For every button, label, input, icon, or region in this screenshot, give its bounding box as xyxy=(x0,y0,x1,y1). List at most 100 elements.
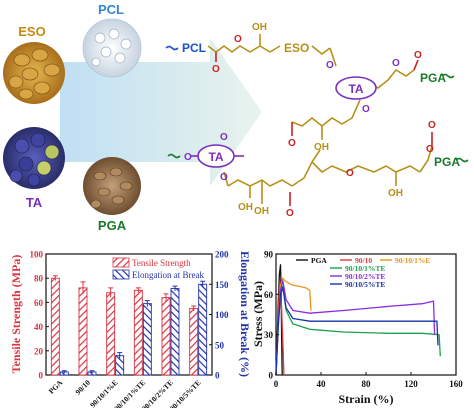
line-y-tick-label: 30 xyxy=(264,330,274,340)
bar-right-tick-label: 150 xyxy=(215,280,229,290)
line-chart: 0 40 80 120 160 0 30 60 90 PGA 90/10 90/10/1%E 90/… xyxy=(251,250,463,407)
line-x-tick-label: 80 xyxy=(362,379,372,389)
oh-label: OH xyxy=(252,22,267,33)
line-y-tick-label: 60 xyxy=(264,290,274,300)
pcl-pellets xyxy=(91,28,132,67)
bar-category-labels: PGA 90/1090/10/1%E90/10/1%TE90/10/2%TE90/… xyxy=(47,378,203,408)
bar-tensile-1 xyxy=(78,287,88,376)
struct-pga-top-label: PGA xyxy=(420,71,446,85)
line-xlabel: Strain (%) xyxy=(339,392,394,406)
o-label: O xyxy=(220,132,228,143)
o-label: O xyxy=(212,64,220,75)
bar-tensile-2 xyxy=(106,292,116,376)
error-bar-elongation-0 xyxy=(61,370,67,374)
bar-left-tick-label: 60 xyxy=(34,298,44,308)
bar-right-tick-label: 0 xyxy=(215,371,220,381)
curve-4 xyxy=(275,280,436,376)
line-x-tick-label: 40 xyxy=(317,379,327,389)
error-bar-elongation-4 xyxy=(172,285,178,291)
struct-pcl-label: PCL xyxy=(182,41,206,55)
o-label: O xyxy=(392,58,400,69)
struct-eso-label: ESO xyxy=(284,41,309,55)
legend-label: PGA xyxy=(311,256,327,265)
line-x-tick-label: 120 xyxy=(404,379,418,389)
ta-node-mid-label: TA xyxy=(208,150,223,164)
line-legend: PGA 90/10 90/10/1%E 90/10/1%TE90/10/2%TE90/… xyxy=(296,256,430,289)
line-y-ticks: 0 30 60 90 xyxy=(264,250,279,381)
curve-3 xyxy=(275,285,441,376)
bar-tensile-3 xyxy=(133,289,143,376)
ta-berries xyxy=(9,132,60,187)
legend-label: 90/10 xyxy=(355,256,372,265)
o-label: O xyxy=(414,50,422,61)
line-y-tick-label: 0 xyxy=(269,371,274,381)
ta-node-mid: TA xyxy=(197,144,235,168)
o-label: O xyxy=(288,138,296,149)
error-bar-elongation-1 xyxy=(89,370,95,374)
legend-label: 90/10/1%E xyxy=(395,256,430,265)
line-marks xyxy=(275,264,441,376)
o-label: O xyxy=(346,168,354,179)
bar-tensile-4 xyxy=(161,297,171,376)
bar-left-tick-label: 80 xyxy=(34,274,44,284)
bar-elongation-4 xyxy=(170,288,180,376)
bar-tensile-0 xyxy=(50,277,60,376)
o-label: O xyxy=(220,172,228,183)
line-x-tick-label: 160 xyxy=(449,379,463,389)
o-label: O xyxy=(362,104,370,115)
error-bar-tensile-3 xyxy=(135,287,141,293)
bar-left-tick-label: 100 xyxy=(30,250,44,260)
legend-label: 90/10/2%TE xyxy=(345,272,385,281)
error-bar-tensile-1 xyxy=(80,281,86,294)
o-label: O xyxy=(234,34,242,45)
ta-node-top-label: TA xyxy=(348,82,363,96)
error-bar-tensile-2 xyxy=(108,287,114,298)
bar-legend: Tensile Strength Elongation at Break xyxy=(112,257,204,280)
oh-label: OH xyxy=(238,202,253,213)
synthesis-scheme: ESO PCL TA PGA xyxy=(3,2,469,233)
bar-category-label: PGA xyxy=(47,378,65,396)
struct-pga-bottom-label: PGA xyxy=(434,155,460,169)
oh-label: OH xyxy=(254,206,269,217)
pcl-photo xyxy=(82,18,142,78)
bar-left-tick-label: 40 xyxy=(34,322,44,332)
error-bar-tensile-4 xyxy=(163,293,169,302)
eso-label: ESO xyxy=(18,24,45,39)
legend-label-tensile: Tensile Strength xyxy=(132,258,191,268)
bar-elongation-3 xyxy=(142,303,152,376)
line-y-tick-label: 90 xyxy=(264,250,274,260)
o-label: O xyxy=(428,120,436,131)
bar-marks xyxy=(50,275,208,376)
line-x-tick-label: 0 xyxy=(274,379,279,389)
bar-y2label: Elongation at Break (%) xyxy=(238,251,252,377)
legend-label: 90/10/5%TE xyxy=(345,280,385,289)
bar-left-ticks: 0 20 40 60 80 100 xyxy=(30,250,49,381)
pga-label: PGA xyxy=(98,218,127,233)
pga-granules xyxy=(90,167,133,209)
bar-category-label: 90/10 xyxy=(73,378,92,397)
error-bar-elongation-5 xyxy=(200,280,206,288)
legend-label-elongation: Elongation at Break xyxy=(132,270,204,280)
line-ylabel: Stress (MPa) xyxy=(251,281,265,347)
oh-label: OH xyxy=(388,188,403,199)
o-labels: O O O O O O O O O O O O O O xyxy=(184,34,436,219)
bar-ylabel: Tensile Strength (MPa) xyxy=(9,255,23,374)
error-bar-elongation-2 xyxy=(117,352,123,359)
error-bar-elongation-3 xyxy=(144,300,150,307)
o-label: O xyxy=(326,60,334,71)
bar-right-tick-label: 50 xyxy=(215,340,225,350)
eso-beans xyxy=(8,48,61,100)
error-bar-tensile-0 xyxy=(52,275,58,281)
pcl-label: PCL xyxy=(98,2,124,17)
bar-elongation-5 xyxy=(198,283,208,376)
o-label: O xyxy=(286,208,294,219)
bar-left-tick-label: 20 xyxy=(34,346,44,356)
bar-right-tick-label: 200 xyxy=(215,250,229,260)
bar-right-tick-label: 100 xyxy=(215,310,229,320)
bar-right-ticks: 0 50 100 150 200 xyxy=(209,250,229,381)
oh-labels: OH OH OH OH OH xyxy=(238,22,403,217)
legend-swatch-elongation xyxy=(112,269,130,280)
o-label: O xyxy=(426,144,434,155)
